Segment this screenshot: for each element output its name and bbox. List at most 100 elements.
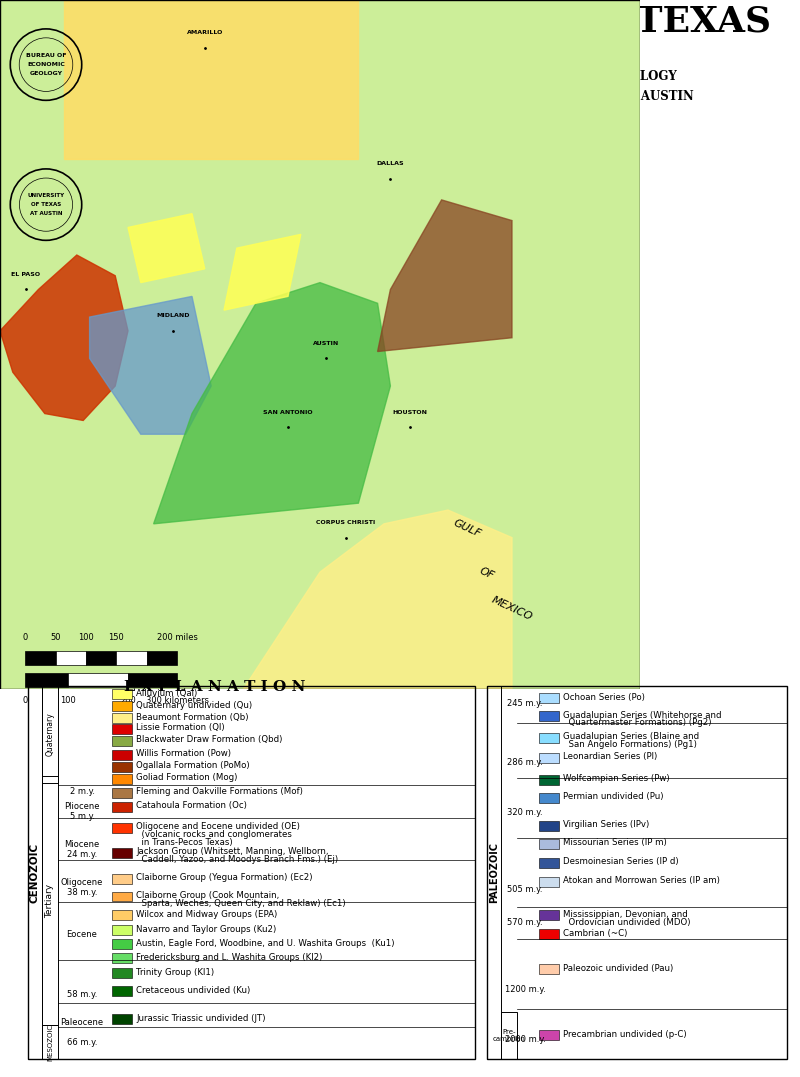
Text: Beaumont Formation (Qb): Beaumont Formation (Qb) <box>136 713 249 722</box>
Text: BUREAU OF: BUREAU OF <box>26 53 66 58</box>
Bar <box>112 761 132 772</box>
Text: Blackwater Draw Formation (Qbd): Blackwater Draw Formation (Qbd) <box>136 736 282 744</box>
Bar <box>112 953 132 963</box>
Bar <box>112 823 132 833</box>
Text: Mississippian, Devonian, and: Mississippian, Devonian, and <box>563 910 688 919</box>
Text: Navarro and Taylor Groups (Ku2): Navarro and Taylor Groups (Ku2) <box>136 925 276 934</box>
Text: Alluvium (Qal): Alluvium (Qal) <box>136 688 198 698</box>
Bar <box>539 774 559 785</box>
Text: MEXICO: MEXICO <box>490 595 534 623</box>
Text: Missourian Series (IP m): Missourian Series (IP m) <box>563 838 666 848</box>
Text: Claiborne Group (Cook Mountain,: Claiborne Group (Cook Mountain, <box>136 891 279 900</box>
Text: Miocene
24 m.y.: Miocene 24 m.y. <box>64 840 100 859</box>
Text: AUSTIN: AUSTIN <box>314 340 339 346</box>
Bar <box>539 910 559 921</box>
Text: Atokan and Morrowan Series (IP am): Atokan and Morrowan Series (IP am) <box>563 876 720 885</box>
Text: Precambrian undivided (p-C): Precambrian undivided (p-C) <box>563 1030 686 1038</box>
Bar <box>539 821 559 830</box>
Text: Jackson Group (Whitsett, Manning, Wellborn,: Jackson Group (Whitsett, Manning, Wellbo… <box>136 848 329 856</box>
Bar <box>55 651 86 665</box>
Text: Jurassic Triassic undivided (JT): Jurassic Triassic undivided (JT) <box>136 1013 266 1023</box>
Bar <box>539 857 559 868</box>
Bar <box>86 651 116 665</box>
Text: 505 m.y.: 505 m.y. <box>507 885 542 894</box>
Text: 570 m.y.: 570 m.y. <box>507 918 543 927</box>
Bar <box>112 848 132 857</box>
Text: Sparta, Weches, Queen City, and Reklaw) (Ec1): Sparta, Weches, Queen City, and Reklaw) … <box>136 899 346 908</box>
Text: 100: 100 <box>60 696 75 704</box>
Text: Oligocene and Eocene undivided (OE): Oligocene and Eocene undivided (OE) <box>136 822 300 831</box>
Text: Quaternary undivided (Qu): Quaternary undivided (Qu) <box>136 700 252 710</box>
Text: CENOZOIC: CENOZOIC <box>30 842 40 903</box>
Text: 1992: 1992 <box>537 43 583 61</box>
Polygon shape <box>224 235 301 310</box>
Text: Guadalupian Series (Whitehorse and: Guadalupian Series (Whitehorse and <box>563 711 722 719</box>
Text: Permian undivided (Pu): Permian undivided (Pu) <box>563 793 663 801</box>
Bar <box>539 753 559 763</box>
Text: 300 kilometers: 300 kilometers <box>146 696 209 704</box>
Text: THE UNIVERSITY OF TEXAS AT AUSTIN: THE UNIVERSITY OF TEXAS AT AUSTIN <box>426 90 694 103</box>
Text: Trinity Group (Kl1): Trinity Group (Kl1) <box>136 968 214 977</box>
Bar <box>112 724 132 733</box>
Text: Fleming and Oakville Formations (Mof): Fleming and Oakville Formations (Mof) <box>136 787 303 796</box>
Text: GEOLOGY OF TEXAS: GEOLOGY OF TEXAS <box>350 4 770 39</box>
Text: 150: 150 <box>109 633 124 642</box>
Text: CORPUS CHRISTI: CORPUS CHRISTI <box>316 520 375 524</box>
Polygon shape <box>154 282 390 523</box>
Bar <box>539 964 559 975</box>
Text: Guadalupian Series (Blaine and: Guadalupian Series (Blaine and <box>563 732 699 741</box>
Text: Cambrian (~C): Cambrian (~C) <box>563 928 627 938</box>
Text: 2000 m.y.: 2000 m.y. <box>505 1035 546 1044</box>
Text: Wolfcampian Series (Pw): Wolfcampian Series (Pw) <box>563 774 670 783</box>
Text: 200 miles: 200 miles <box>157 633 198 642</box>
Bar <box>112 925 132 936</box>
Text: Caddell, Yazoo, and Moodys Branch Fms.) (Ej): Caddell, Yazoo, and Moodys Branch Fms.) … <box>136 855 338 864</box>
Bar <box>539 839 559 849</box>
Bar <box>68 672 129 687</box>
Text: (512) 471-1534: (512) 471-1534 <box>519 145 601 154</box>
Text: Catahoula Formation (Oc): Catahoula Formation (Oc) <box>136 801 247 810</box>
Bar <box>112 968 132 978</box>
Bar <box>28 686 475 1059</box>
Text: Pliocene
5 m.y.: Pliocene 5 m.y. <box>64 802 100 822</box>
Bar <box>539 793 559 802</box>
Text: 2 m.y.: 2 m.y. <box>70 787 94 796</box>
Bar <box>112 750 132 760</box>
Bar <box>539 733 559 743</box>
Text: Ochoan Series (Po): Ochoan Series (Po) <box>563 693 645 701</box>
Text: 1200 m.y.: 1200 m.y. <box>505 984 546 994</box>
Bar <box>112 787 132 798</box>
Text: Quaternary: Quaternary <box>46 713 54 756</box>
Polygon shape <box>378 200 512 351</box>
Text: 50: 50 <box>50 633 61 642</box>
Text: Desmoinesian Series (IP d): Desmoinesian Series (IP d) <box>563 857 678 866</box>
Text: Claiborne Group (Yegua Formation) (Ec2): Claiborne Group (Yegua Formation) (Ec2) <box>136 873 313 882</box>
Text: GULF: GULF <box>452 518 482 540</box>
Bar <box>112 910 132 921</box>
Text: University Station, Box X: University Station, Box X <box>494 111 626 120</box>
Polygon shape <box>0 255 128 420</box>
Bar <box>539 877 559 886</box>
Bar <box>112 689 132 699</box>
Text: MESOZOIC: MESOZOIC <box>47 1023 53 1061</box>
Bar <box>28 686 42 1059</box>
Text: 100: 100 <box>78 633 94 642</box>
Bar <box>112 774 132 784</box>
Text: (volcanic rocks and conglomerates: (volcanic rocks and conglomerates <box>136 830 292 839</box>
Text: Eocene: Eocene <box>66 929 98 939</box>
Polygon shape <box>64 0 358 158</box>
Text: HOUSTON: HOUSTON <box>392 409 427 415</box>
Bar <box>539 694 559 703</box>
Text: Goliad Formation (Mog): Goliad Formation (Mog) <box>136 773 238 782</box>
Text: SAN ANTONIO: SAN ANTONIO <box>263 409 313 415</box>
Bar <box>539 1030 559 1040</box>
Text: 286 m.y.: 286 m.y. <box>507 758 543 768</box>
Text: San Angelo Formations) (Pg1): San Angelo Formations) (Pg1) <box>563 740 697 750</box>
Text: Wilcox and Midway Groups (EPA): Wilcox and Midway Groups (EPA) <box>136 910 278 919</box>
Bar <box>112 873 132 883</box>
Text: AMARILLO: AMARILLO <box>186 30 223 36</box>
Text: UNIVERSITY: UNIVERSITY <box>27 193 65 198</box>
Bar <box>129 672 177 687</box>
Text: GEOLOGY: GEOLOGY <box>30 71 62 76</box>
Text: OF TEXAS: OF TEXAS <box>31 202 61 207</box>
